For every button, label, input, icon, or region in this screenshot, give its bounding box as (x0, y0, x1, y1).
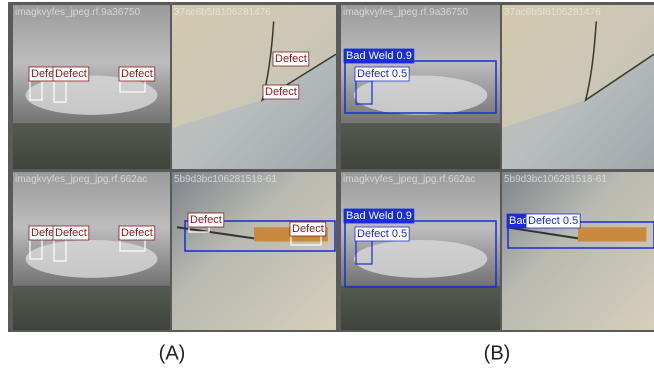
detection-label: Defect (292, 223, 324, 235)
caption: (A) (159, 342, 186, 364)
detection-label: Defe (31, 227, 54, 239)
detection-label: Defe (31, 68, 54, 80)
detection-label: Defect 0.5 (528, 215, 578, 227)
detection-label: Defect 0.5 (357, 228, 407, 240)
filename-overlay: imagkvyfes_jpeg.rf.9a36750 (343, 7, 469, 18)
caption: (B) (484, 342, 511, 364)
detection-label: Defect (275, 53, 307, 65)
detection-label: Defect (265, 86, 297, 98)
filename-overlay: imagkvyfes_jpeg.rf.9a36750 (15, 7, 141, 18)
detection-label: Bad Weld 0.9 (346, 210, 412, 222)
ground (13, 123, 170, 169)
weld-bead (354, 240, 488, 278)
filename-overlay: 37ac8b5f8106281476 (504, 7, 601, 18)
ground (341, 286, 500, 330)
filename-overlay: imagkvyfes_jpeg_jpg.rf.662ac (15, 174, 147, 185)
detection-label: Defect (55, 68, 87, 80)
weld-bead (354, 76, 488, 115)
filename-overlay: 37ac8b5f8106281476 (174, 7, 271, 18)
weld-bead (26, 76, 158, 115)
weld-bead (26, 240, 158, 278)
detection-label: Defect (55, 227, 87, 239)
ground (341, 123, 500, 169)
figure: (A) (B) imagkvyfes_jpeg.rf.9a36750DefeDe… (0, 0, 654, 372)
detection-label: Defect (190, 214, 222, 226)
detection-label: Bad Weld 0.9 (346, 50, 412, 62)
weld-strip (578, 227, 646, 241)
filename-overlay: imagkvyfes_jpeg_jpg.rf.662ac (343, 174, 475, 185)
detection-label: Defect (121, 227, 153, 239)
filename-overlay: 5b9d3bc106281518-61 (174, 174, 277, 185)
image-tile (502, 172, 654, 330)
detection-label: Defect (121, 68, 153, 80)
detection-label: Defect 0.5 (357, 68, 407, 80)
filename-overlay: 5b9d3bc106281518-61 (504, 174, 607, 185)
ground (13, 286, 170, 330)
